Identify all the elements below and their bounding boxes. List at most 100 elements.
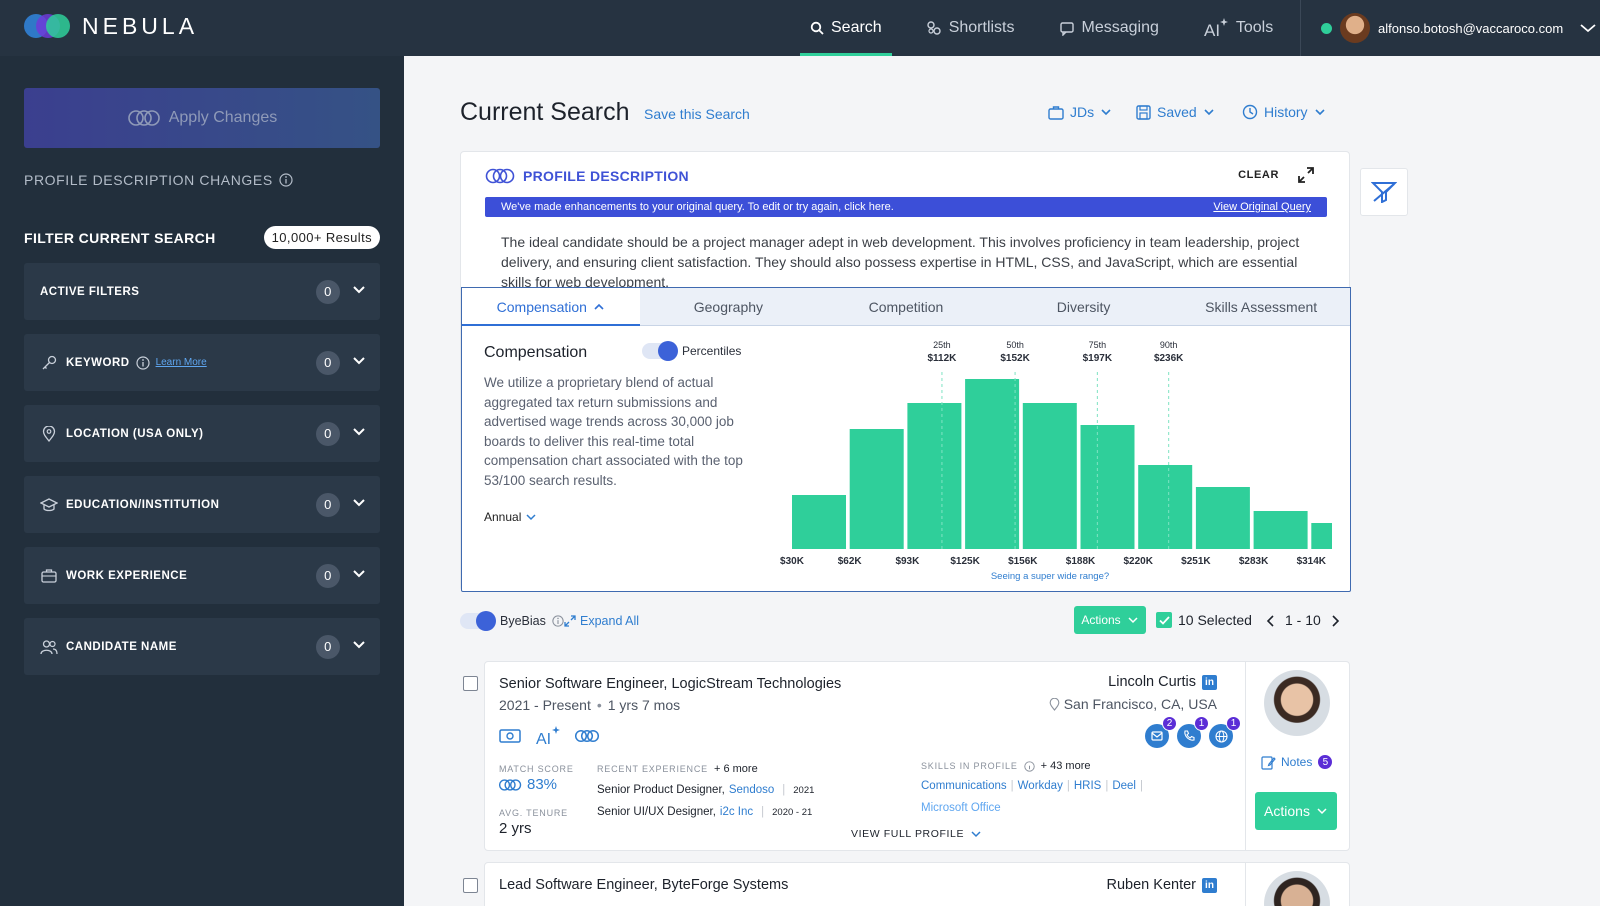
profile-changes-label[interactable]: PROFILE DESCRIPTION CHANGES xyxy=(24,172,293,188)
candidate-photo[interactable] xyxy=(1264,871,1330,906)
histogram-bar[interactable] xyxy=(1080,425,1135,549)
chevron-left-icon[interactable] xyxy=(1266,615,1276,627)
recent-more[interactable]: + 6 more xyxy=(713,763,758,775)
user-menu[interactable]: alfonso.botosh@vaccaroco.com xyxy=(1300,0,1597,56)
saved-dropdown[interactable]: Saved xyxy=(1136,104,1215,120)
experience-company[interactable]: i2c Inc xyxy=(719,806,754,818)
position-dates: 2021 - Present • 1 yrs 7 mos xyxy=(499,697,681,713)
skill-tag[interactable]: Communications xyxy=(921,780,1007,792)
filter-keyword[interactable]: KEYWORD Learn More 0 xyxy=(24,334,380,391)
skills-more[interactable]: + 43 more xyxy=(1040,760,1091,772)
nav-search[interactable]: Search xyxy=(800,0,892,56)
nav-search-label: Search xyxy=(831,19,882,36)
web-contact-button[interactable]: 1 xyxy=(1209,716,1241,748)
tab-skills-assessment[interactable]: Skills Assessment xyxy=(1172,288,1350,325)
pagination-range: 1 - 10 xyxy=(1285,612,1321,628)
clear-button[interactable]: CLEAR xyxy=(1238,169,1279,181)
clock-icon xyxy=(1242,104,1258,120)
filter-count: 0 xyxy=(316,634,340,659)
result-checkbox[interactable] xyxy=(463,878,478,893)
tab-compensation[interactable]: Compensation xyxy=(462,288,640,326)
skill-tag[interactable]: Workday xyxy=(1017,780,1063,792)
filter-count: 0 xyxy=(316,492,340,517)
filter-education[interactable]: EDUCATION/INSTITUTION 0 xyxy=(24,476,380,533)
candidate-actions-button[interactable]: Actions xyxy=(1255,792,1337,830)
candidate-name-text[interactable]: Ruben Kenter xyxy=(1106,877,1196,893)
tab-competition[interactable]: Competition xyxy=(817,288,995,325)
history-dropdown[interactable]: History xyxy=(1242,104,1326,120)
save-search-link[interactable]: Save this Search xyxy=(644,106,750,122)
logo[interactable]: NEBULA xyxy=(24,12,198,40)
sidebar: Apply Changes PROFILE DESCRIPTION CHANGE… xyxy=(0,56,404,906)
nav-tools[interactable]: AI Tools xyxy=(1193,0,1283,56)
results-toolbar: ByeBias Expand All Actions 10 Selected 1… xyxy=(460,604,1350,638)
filter-candidate-name[interactable]: CANDIDATE NAME 0 xyxy=(24,618,380,675)
tab-diversity[interactable]: Diversity xyxy=(995,288,1173,325)
nav-tools-label: Tools xyxy=(1235,19,1274,36)
period-dropdown[interactable]: Annual xyxy=(484,510,537,524)
linkedin-icon[interactable]: in xyxy=(1202,877,1217,893)
profile-description-text[interactable]: The ideal candidate should be a project … xyxy=(501,234,1300,288)
candidate-position[interactable]: Lead Software Engineer, ByteForge System… xyxy=(499,877,789,893)
phone-icon xyxy=(1184,730,1195,741)
histogram-bar[interactable] xyxy=(849,429,904,549)
chevron-down-icon xyxy=(1101,109,1111,116)
nav-shortlists[interactable]: Shortlists xyxy=(916,0,1025,56)
filter-active-filters[interactable]: ACTIVE FILTERS 0 xyxy=(24,263,380,320)
enhancement-banner[interactable]: We've made enhancements to your original… xyxy=(485,197,1327,217)
learn-more-link[interactable]: Learn More xyxy=(155,357,207,368)
candidate-position[interactable]: Senior Software Engineer, LogicStream Te… xyxy=(499,676,842,692)
histogram-bar[interactable] xyxy=(1311,523,1332,549)
linkedin-icon[interactable]: in xyxy=(1202,674,1217,690)
ai-icon[interactable]: AI xyxy=(535,724,561,748)
candidate-name-text[interactable]: Lincoln Curtis xyxy=(1108,674,1196,690)
main-nav: Search Shortlists Messaging AI Tools xyxy=(800,0,1307,56)
histogram-bar[interactable] xyxy=(965,379,1020,549)
chevron-down-icon xyxy=(353,428,365,436)
histogram-bar[interactable] xyxy=(1138,465,1193,549)
filter-location[interactable]: LOCATION (USA ONLY) 0 xyxy=(24,405,380,462)
histogram-bar[interactable] xyxy=(792,495,846,549)
histogram-bar[interactable] xyxy=(907,403,962,549)
chevron-down-icon xyxy=(353,499,365,507)
histogram-bar[interactable] xyxy=(1253,511,1308,549)
profile-description-card: PROFILE DESCRIPTION CLEAR We've made enh… xyxy=(460,151,1351,592)
skill-tag[interactable]: Deel xyxy=(1112,780,1136,792)
expand-icon[interactable] xyxy=(1297,166,1315,184)
phone-contact-button[interactable]: 1 xyxy=(1177,716,1209,748)
filter-heading-label: FILTER CURRENT SEARCH xyxy=(24,229,216,246)
apply-changes-button[interactable]: Apply Changes xyxy=(24,88,380,148)
avg-tenure-label: AVG. TENURE xyxy=(499,808,568,818)
view-full-profile-button[interactable]: VIEW FULL PROFILE xyxy=(851,828,982,840)
jds-dropdown[interactable]: JDs xyxy=(1048,104,1112,120)
compensation-icon[interactable] xyxy=(499,727,521,745)
notes-button[interactable]: Notes 5 xyxy=(1261,754,1334,770)
chevron-right-icon[interactable] xyxy=(1330,615,1340,627)
histogram-bar[interactable] xyxy=(1022,403,1077,549)
select-all-checkbox[interactable] xyxy=(1156,612,1172,628)
experience-company[interactable]: Sendoso xyxy=(728,784,775,796)
filter-work-experience[interactable]: WORK EXPERIENCE 0 xyxy=(24,547,380,604)
compensation-title: Compensation xyxy=(484,344,588,361)
clear-filters-button[interactable] xyxy=(1360,168,1408,216)
skill-tag[interactable]: Microsoft Office xyxy=(921,802,1001,814)
chevron-down-icon xyxy=(1128,617,1138,624)
result-checkbox[interactable] xyxy=(463,676,478,691)
nav-messaging[interactable]: Messaging xyxy=(1049,0,1169,56)
email-contact-button[interactable]: 2 xyxy=(1145,716,1177,748)
compensation-histogram: $30K $62K $93K $125K $156K $188K $220K $251K $28… xyxy=(780,340,1332,582)
histogram-bar[interactable] xyxy=(1195,487,1250,549)
x-tick-label: $62K xyxy=(838,556,863,567)
wide-range-link[interactable]: Seeing a super wide range? xyxy=(991,571,1109,582)
match-score-value: 83% xyxy=(527,776,558,793)
bulk-actions-button[interactable]: Actions xyxy=(1074,606,1146,634)
skill-tag[interactable]: HRIS xyxy=(1073,780,1102,792)
candidate-photo[interactable] xyxy=(1264,670,1330,736)
byebias-toggle[interactable]: ByeBias xyxy=(460,611,564,631)
tab-geography[interactable]: Geography xyxy=(640,288,818,325)
skills-header: SKILLS IN PROFILE + 43 more xyxy=(921,760,1090,772)
nebula-rings-icon[interactable] xyxy=(575,729,601,743)
percentiles-toggle[interactable]: Percentiles xyxy=(642,341,741,361)
expand-all-button[interactable]: Expand All xyxy=(564,614,639,628)
view-original-query-link[interactable]: View Original Query xyxy=(1213,201,1311,213)
